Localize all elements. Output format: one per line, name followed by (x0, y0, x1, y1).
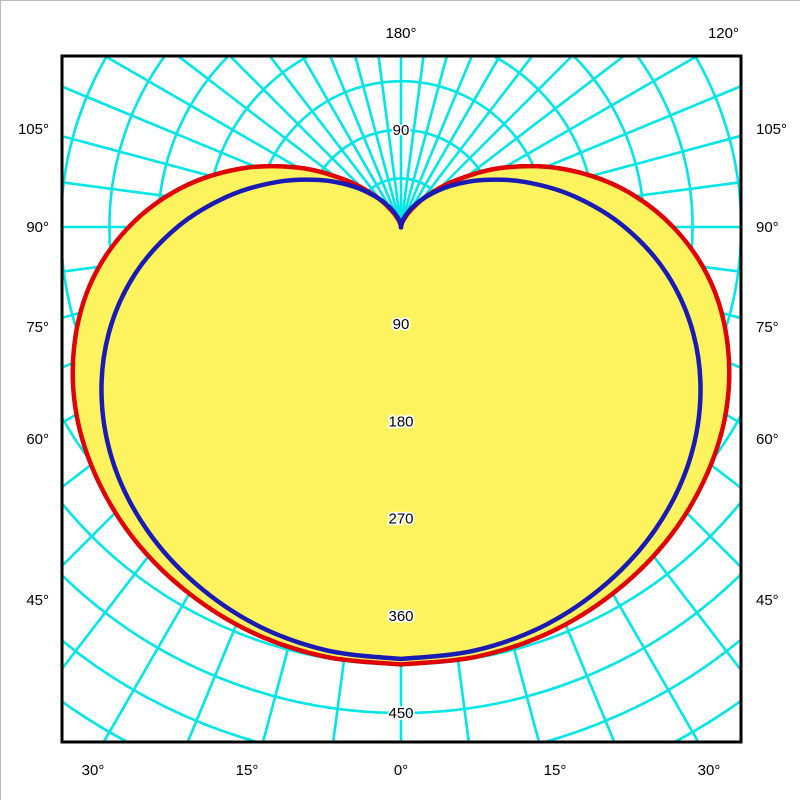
bottom-angle-label-0: 30° (81, 762, 105, 779)
fill-area (72, 166, 730, 665)
plot-frame (60, 54, 743, 744)
left-angle-label-1: 90° (26, 219, 49, 236)
right-angle-label-4: 45° (756, 592, 779, 609)
bottom-angle-label-2: 0° (393, 762, 409, 779)
right-angle-label-2: 75° (756, 319, 779, 336)
radial-tick-top-90: 90 (393, 122, 410, 139)
distribution-curves (70, 163, 732, 667)
bottom-angle-label-4: 30° (697, 762, 721, 779)
right-angle-label-0: 105° (756, 121, 788, 138)
bottom-angle-label-1: 15° (235, 762, 259, 779)
luminous-fill-region (72, 166, 730, 665)
radial-tick-270: 270 (388, 511, 413, 528)
radial-tick-labels: 90 180 270 360 450 90 (387, 120, 416, 724)
bottom-angle-label-3: 15° (543, 762, 567, 779)
radial-tick-90: 90 (393, 316, 410, 333)
top-angle-label-0: 180° (385, 25, 417, 42)
radial-tick-450: 450 (388, 705, 413, 722)
left-angle-label-4: 45° (26, 592, 49, 609)
left-angle-label-2: 75° (26, 319, 49, 336)
left-angle-label-0: 105° (17, 121, 49, 138)
curve-c90-c270 (99, 177, 703, 662)
left-angle-label-3: 60° (26, 431, 49, 448)
right-angle-label-1: 90° (756, 219, 779, 236)
radial-tick-180: 180 (388, 413, 413, 430)
right-angle-label-3: 60° (756, 431, 779, 448)
top-angle-label-1: 120° (707, 25, 739, 42)
radial-tick-360: 360 (388, 608, 413, 625)
